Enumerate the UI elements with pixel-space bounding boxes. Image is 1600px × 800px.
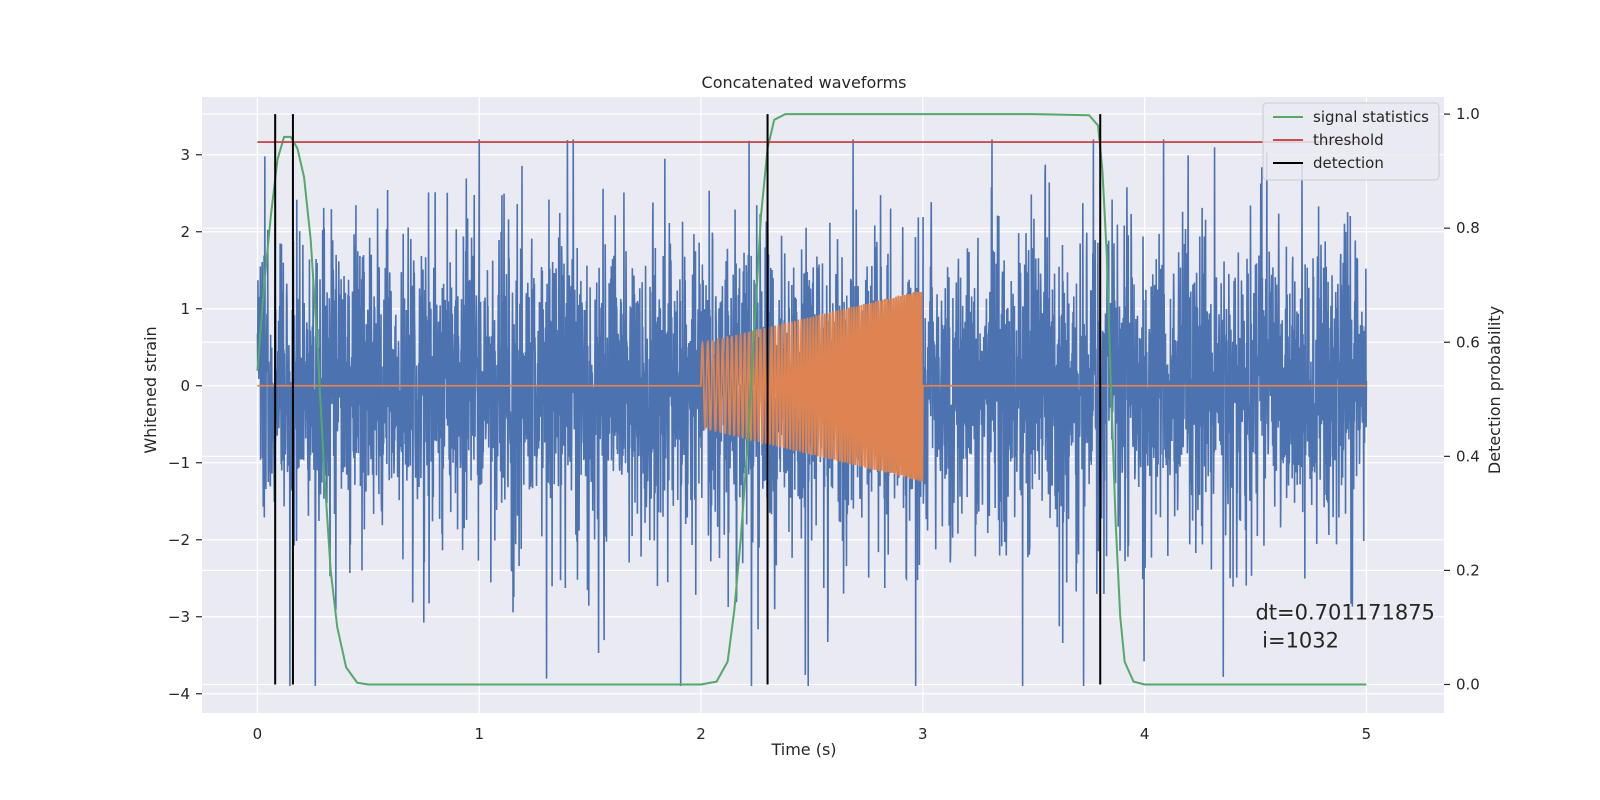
x-tick-label: 0 — [253, 725, 263, 743]
y-left-tick-label: −2 — [168, 531, 190, 549]
y-left-tick-label: 1 — [180, 300, 190, 318]
y-right-tick-label: 0.0 — [1456, 675, 1480, 693]
y-left-tick-label: −1 — [168, 454, 190, 472]
x-axis-label: Time (s) — [770, 740, 836, 759]
x-tick-label: 1 — [474, 725, 484, 743]
data-layer — [256, 113, 1368, 687]
injection-series-line — [257, 291, 1367, 482]
y-axis-label-left: Whitened strain — [141, 326, 160, 453]
x-tick-label: 3 — [918, 725, 928, 743]
annotation-i: i=1032 — [1255, 628, 1339, 652]
legend-entry: threshold — [1313, 131, 1384, 149]
x-tick-label: 5 — [1362, 725, 1372, 743]
x-tick-label: 4 — [1140, 725, 1150, 743]
y-axis-label-right: Detection probability — [1485, 306, 1504, 474]
legend-box — [1262, 102, 1440, 181]
y-left-tick-label: 2 — [180, 223, 190, 241]
chart-title: Concatenated waveforms — [702, 73, 907, 92]
legend: signal statistics threshold detection — [1262, 102, 1440, 181]
signal-statistics-line — [256, 113, 1367, 686]
legend-entry: detection — [1313, 154, 1384, 172]
y-left-tick-label: 3 — [180, 146, 190, 164]
legend-entry: signal statistics — [1313, 108, 1429, 126]
annotation-dt: dt=0.701171875 — [1255, 600, 1434, 624]
y-right-tick-label: 0.8 — [1456, 219, 1480, 237]
y-right-tick-label: 0.4 — [1456, 447, 1480, 465]
x-tick-label: 2 — [696, 725, 706, 743]
y-right-tick-label: 0.6 — [1456, 333, 1480, 351]
y-right-tick-label: 1.0 — [1456, 105, 1480, 123]
axis-ticks: 0 1 2 3 4 5 3 2 1 0 −1 −2 −3 −4 1.0 0.8 0.6 0.4 0.2 0.0 — [168, 105, 1480, 743]
y-left-tick-label: −4 — [168, 685, 190, 703]
y-left-tick-label: 0 — [180, 377, 190, 395]
y-left-tick-label: −3 — [168, 608, 190, 626]
y-right-tick-label: 0.2 — [1456, 561, 1480, 579]
